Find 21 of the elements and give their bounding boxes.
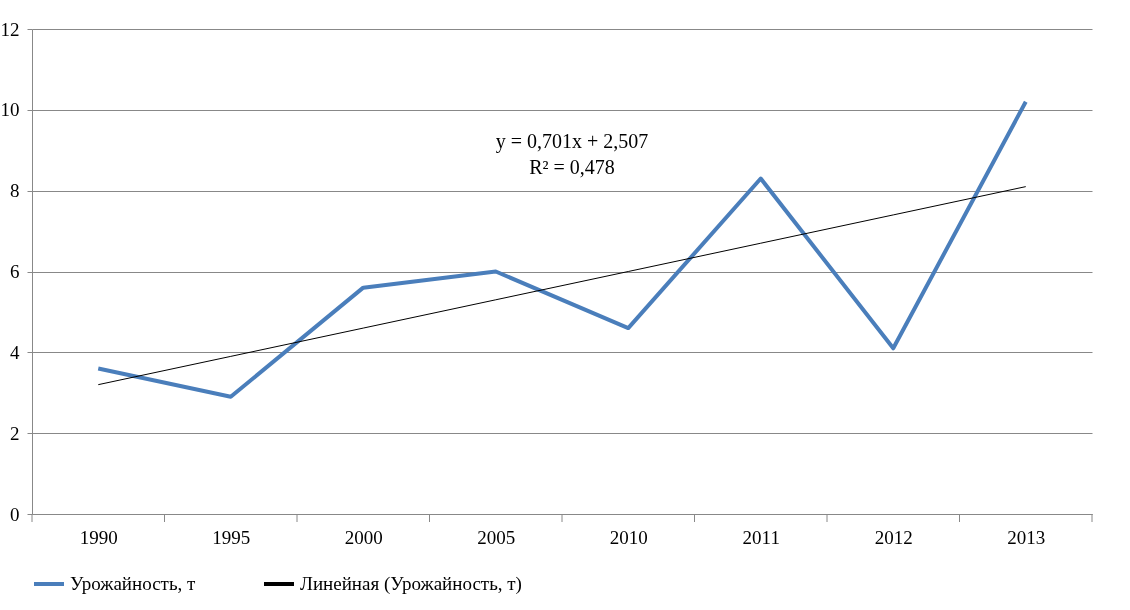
line-series	[97, 186, 1027, 386]
x-tick-label: 1995	[212, 526, 251, 548]
y-tick-label: 8	[10, 180, 20, 202]
x-tick-label: 2013	[1007, 526, 1046, 548]
y-tick-label: 2	[10, 422, 20, 444]
annotation: R² = 0,478	[529, 156, 615, 178]
x-tick-label: 2012	[874, 526, 913, 548]
y-tick-label: 12	[0, 18, 20, 40]
x-tick-label: 1990	[79, 526, 118, 548]
y-tick-label: 10	[0, 99, 20, 121]
annotation: y = 0,701x + 2,507	[495, 130, 649, 153]
y-tick-label: 4	[10, 341, 20, 363]
x-tick-label: 2005	[477, 526, 516, 548]
x-tick-label: 2011	[742, 526, 780, 548]
y-tick-label: 0	[10, 503, 20, 525]
x-tick-label: 2000	[344, 526, 383, 548]
legend-label: Линейная (Урожайность, т)	[300, 573, 522, 595]
legend-label: Урожайность, т	[70, 573, 197, 594]
x-tick-label: 2010	[609, 526, 648, 548]
line-series	[96, 99, 1028, 399]
y-tick-label: 6	[10, 261, 20, 282]
